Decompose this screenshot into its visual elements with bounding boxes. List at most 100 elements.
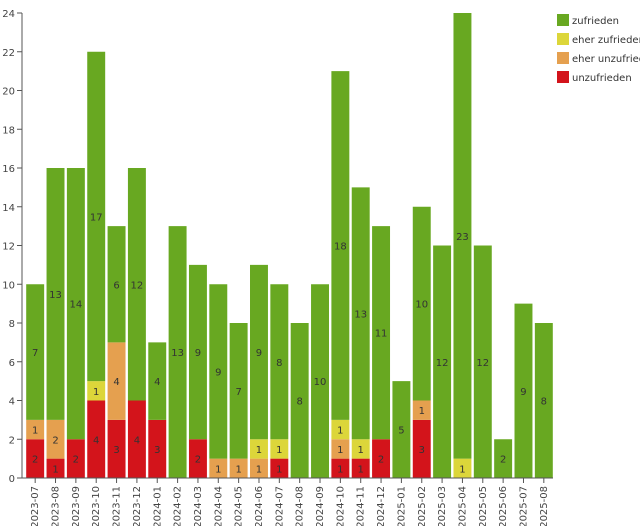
bar-segment-zufrieden	[66, 168, 85, 440]
bar-segment-eher-unzufrieden	[46, 419, 65, 459]
bar-value-label: 1	[276, 445, 282, 456]
bar-segment-eher-unzufrieden	[412, 400, 431, 420]
y-tick-label: 12	[2, 242, 15, 253]
x-tick-label: 2025-03	[437, 486, 448, 526]
bar-segment-zufrieden	[534, 323, 553, 478]
bar-segment-eher-zufrieden	[87, 381, 106, 401]
legend-label: unzufrieden	[572, 73, 632, 84]
bar-value-label: 1	[256, 464, 262, 475]
x-tick-label: 2024-04	[213, 486, 224, 526]
x-tick-label: 2024-10	[335, 486, 346, 526]
bar-segment-unzufrieden	[412, 419, 431, 478]
bar-segment-eher-unzufrieden	[209, 458, 228, 478]
bar-segment-zufrieden	[26, 284, 45, 420]
bar-segment-unzufrieden	[26, 439, 45, 478]
legend-label: zufrieden	[572, 16, 619, 27]
bar-value-label: 4	[113, 377, 119, 388]
bar-value-label: 1	[419, 406, 425, 417]
bar-segment-eher-zufrieden	[351, 439, 370, 459]
bar-value-label: 2	[195, 455, 201, 466]
bar-segment-unzufrieden	[107, 419, 126, 478]
x-tick-label: 2024-08	[295, 486, 306, 526]
x-tick-label: 2024-12	[376, 486, 387, 526]
legend-label: eher unzufrieden	[572, 54, 640, 65]
bar-segment-zufrieden	[168, 226, 187, 478]
bar-value-label: 13	[354, 309, 367, 320]
bar-segment-zufrieden	[453, 13, 472, 459]
bar-value-label: 4	[154, 377, 160, 388]
legend-swatch	[557, 14, 569, 26]
x-tick-label: 2024-06	[254, 486, 265, 526]
bar-segment-zufrieden	[127, 168, 146, 401]
bar-value-label: 2	[73, 455, 79, 466]
bar-value-label: 1	[256, 445, 262, 456]
bar-value-label: 17	[90, 212, 103, 223]
x-tick-label: 2023-07	[30, 486, 41, 526]
x-tick-label: 2025-06	[498, 486, 509, 526]
bar-value-label: 8	[276, 358, 282, 369]
bar-value-label: 9	[215, 367, 221, 378]
bar-value-label: 7	[235, 387, 241, 398]
bar-value-label: 8	[296, 397, 302, 408]
bar-segment-zufrieden	[209, 284, 228, 459]
bar-value-label: 4	[134, 435, 140, 446]
bar-value-label: 1	[337, 445, 343, 456]
bar-segment-eher-unzufrieden	[250, 458, 268, 478]
bar-segment-zufrieden	[473, 245, 492, 478]
bar-segment-zufrieden	[514, 303, 533, 478]
bar-segment-zufrieden	[229, 323, 248, 459]
x-axis: 2023-07 2023-08 2023-09 2023-10 2023-11 2023-…	[22, 477, 553, 526]
bar-value-label: 14	[69, 300, 82, 311]
bar-segment-eher-unzufrieden	[229, 458, 248, 478]
bar-segment-zufrieden	[311, 284, 329, 478]
bar-value-label: 1	[52, 464, 58, 475]
bar-value-label: 2	[378, 455, 384, 466]
bar-segment-unzufrieden	[87, 400, 106, 478]
bar-value-label: 8	[541, 397, 547, 408]
y-tick-label: 4	[9, 397, 15, 408]
bar-segment-zufrieden	[270, 284, 289, 440]
bar-value-label: 12	[476, 358, 489, 369]
bar-value-label: 1	[93, 387, 99, 398]
x-tick-label: 2025-05	[478, 486, 489, 526]
bar-segment-zufrieden	[433, 245, 452, 478]
y-tick-label: 6	[9, 358, 15, 369]
bar-value-label: 1	[337, 426, 343, 437]
legend-swatch	[557, 33, 569, 45]
y-tick-label: 8	[9, 319, 15, 330]
bar-value-label: 9	[195, 348, 201, 359]
bar-value-label: 23	[456, 232, 469, 243]
bar-value-label: 11	[375, 329, 388, 340]
bar-segment-unzufrieden	[351, 458, 370, 478]
x-tick-label: 2024-01	[152, 486, 163, 526]
x-tick-label: 2023-09	[71, 486, 82, 526]
x-tick-label: 2024-03	[193, 486, 204, 526]
x-tick-label: 2024-07	[274, 486, 285, 526]
bar-segment-unzufrieden	[270, 458, 289, 478]
bar-segment-unzufrieden	[148, 419, 167, 478]
bar-value-label: 1	[235, 464, 241, 475]
x-tick-label: 2025-04	[457, 486, 468, 526]
bar-value-label: 9	[520, 387, 526, 398]
bar-value-label: 2	[500, 455, 506, 466]
bar-segment-zufrieden	[331, 71, 350, 420]
bar-segment-zufrieden	[351, 187, 370, 440]
bar-value-label: 10	[415, 300, 428, 311]
bar-value-label: 5	[398, 426, 404, 437]
bar-segment-zufrieden	[188, 264, 207, 440]
y-tick-label: 20	[2, 87, 15, 98]
bar-value-label: 18	[334, 242, 347, 253]
bar-value-label: 1	[358, 445, 364, 456]
bar-value-label: 13	[171, 348, 184, 359]
bar-value-label: 3	[113, 445, 119, 456]
bar-segment-eher-zufrieden	[331, 419, 350, 440]
bar-segment-zufrieden	[250, 264, 268, 440]
y-tick-label: 2	[9, 435, 15, 446]
bar-segment-eher-zufrieden	[250, 439, 268, 459]
y-tick-label: 22	[2, 48, 15, 59]
y-tick-label: 16	[2, 164, 15, 175]
bar-segment-unzufrieden	[66, 439, 85, 478]
bar-segment-unzufrieden	[188, 439, 207, 478]
legend-label: eher zufrieden	[572, 35, 640, 46]
